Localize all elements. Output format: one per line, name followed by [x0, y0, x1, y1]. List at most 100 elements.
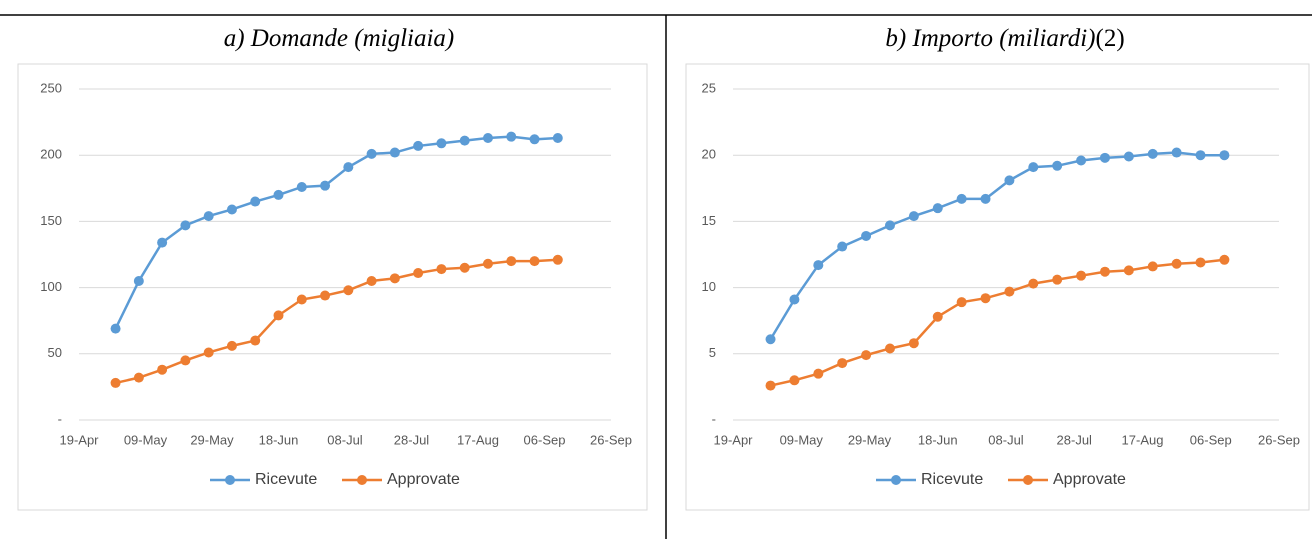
point — [932, 311, 943, 322]
x-tick-label: 26-Sep — [1258, 432, 1300, 447]
point — [1099, 152, 1110, 163]
y-tick-label: - — [712, 411, 716, 426]
point — [413, 268, 424, 279]
point — [133, 275, 144, 286]
chart-frame — [685, 63, 1310, 511]
y-tick-label: 10 — [702, 279, 716, 294]
point — [789, 375, 800, 386]
point — [861, 350, 872, 361]
point — [980, 293, 991, 304]
point — [1123, 265, 1134, 276]
point — [482, 132, 493, 143]
legend-label: Approvate — [1053, 471, 1126, 488]
legend-marker — [891, 475, 901, 485]
point — [1171, 258, 1182, 269]
point — [1123, 151, 1134, 162]
point — [226, 340, 237, 351]
y-tick-label: 20 — [702, 147, 716, 162]
point — [366, 148, 377, 159]
point — [956, 193, 967, 204]
point — [980, 193, 991, 204]
x-tick-label: 28-Jul — [1057, 432, 1093, 447]
point — [1052, 160, 1063, 171]
title-text: a) Domande (migliaia) — [224, 25, 455, 52]
point — [884, 220, 895, 231]
point — [1028, 162, 1039, 173]
y-tick-label: - — [58, 411, 62, 426]
point — [203, 347, 214, 358]
point — [1147, 148, 1158, 159]
point — [506, 256, 517, 267]
point — [226, 204, 237, 215]
legend-label: Ricevute — [255, 471, 317, 488]
point — [343, 162, 354, 173]
point — [320, 180, 331, 191]
point — [837, 241, 848, 252]
point — [482, 258, 493, 269]
x-tick-label: 09-May — [124, 432, 168, 447]
point — [389, 147, 400, 158]
title-text: b) Importo (miliardi) — [885, 25, 1095, 52]
chart-title: a) Domande (migliaia) — [224, 25, 455, 52]
legend-marker — [1023, 475, 1033, 485]
point — [506, 131, 517, 142]
x-tick-label: 17-Aug — [457, 432, 499, 447]
point — [1099, 266, 1110, 277]
point — [180, 220, 191, 231]
point — [157, 364, 168, 375]
x-tick-label: 18-Jun — [259, 432, 299, 447]
point — [956, 297, 967, 308]
point — [765, 380, 776, 391]
point — [273, 189, 284, 200]
point — [250, 335, 261, 346]
y-tick-label: 100 — [40, 279, 62, 294]
point — [908, 211, 919, 222]
y-tick-label: 25 — [702, 80, 716, 95]
point — [180, 355, 191, 366]
point — [157, 237, 168, 248]
point — [1004, 175, 1015, 186]
point — [813, 368, 824, 379]
legend-marker — [357, 475, 367, 485]
point — [459, 135, 470, 146]
y-tick-label: 200 — [40, 147, 62, 162]
point — [366, 275, 377, 286]
legend-label: Ricevute — [921, 471, 983, 488]
x-tick-label: 17-Aug — [1122, 432, 1164, 447]
x-tick-label: 29-May — [190, 432, 234, 447]
x-tick-label: 26-Sep — [590, 432, 632, 447]
point — [1076, 270, 1087, 281]
point — [884, 343, 895, 354]
point — [813, 260, 824, 271]
point — [529, 256, 540, 267]
point — [1195, 257, 1206, 268]
point — [1052, 274, 1063, 285]
y-tick-label: 150 — [40, 213, 62, 228]
x-tick-label: 09-May — [780, 432, 824, 447]
point — [765, 334, 776, 345]
y-tick-label: 250 — [40, 80, 62, 95]
y-tick-label: 50 — [48, 345, 62, 360]
point — [908, 338, 919, 349]
point — [250, 196, 261, 207]
point — [837, 358, 848, 369]
point — [1004, 286, 1015, 297]
point — [296, 294, 307, 305]
point — [789, 294, 800, 305]
point — [343, 285, 354, 296]
chart-frame — [17, 63, 648, 511]
x-tick-label: 18-Jun — [918, 432, 958, 447]
point — [861, 230, 872, 241]
x-tick-label: 29-May — [848, 432, 892, 447]
point — [1171, 147, 1182, 158]
series-line — [114, 135, 558, 330]
point — [436, 138, 447, 149]
series-line — [115, 258, 558, 385]
point — [529, 134, 540, 145]
y-tick-label: 15 — [702, 213, 716, 228]
point — [1219, 254, 1230, 265]
point — [203, 211, 214, 222]
point — [552, 132, 563, 143]
point — [110, 323, 121, 334]
